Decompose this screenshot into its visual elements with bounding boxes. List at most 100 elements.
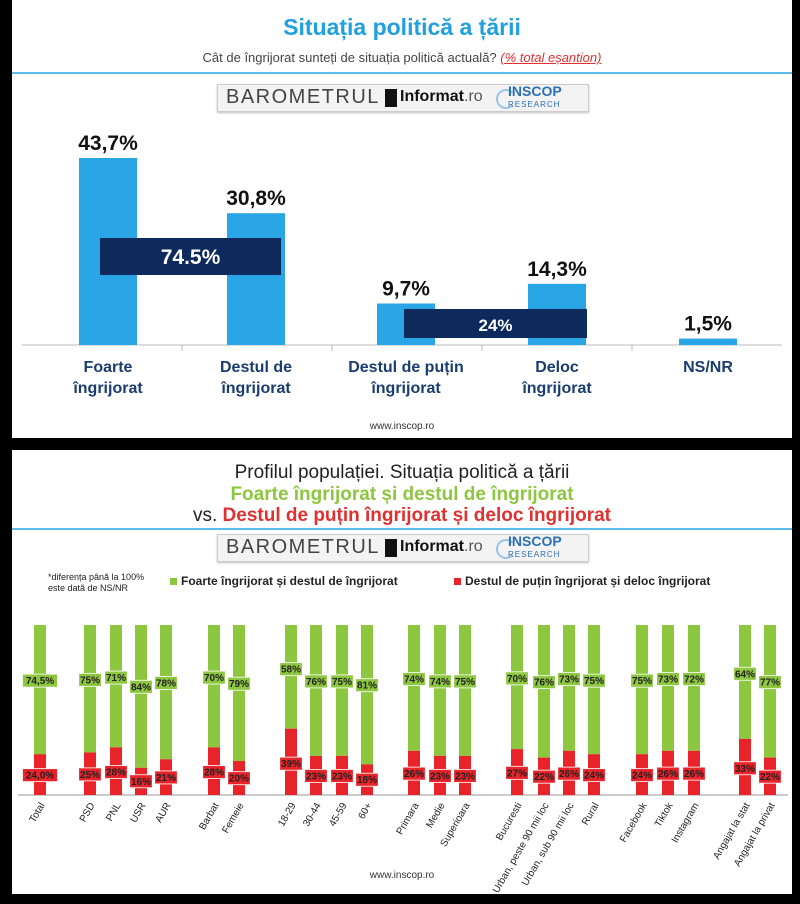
category-label: Medie xyxy=(424,801,447,830)
red-value-label: 26% xyxy=(559,769,579,780)
category-label: Barbat xyxy=(197,801,221,832)
green-value-label: 73% xyxy=(658,675,678,686)
bar-green-7 xyxy=(285,625,297,729)
label-box-red xyxy=(202,765,226,779)
profile-line-green: Foarte îngrijorat și destul de îngrijora… xyxy=(230,484,574,505)
label-box-red xyxy=(279,756,303,771)
informat-logo-icon xyxy=(385,89,397,107)
barometrul-logo: BAROMETRUL xyxy=(226,86,380,108)
label-box-green xyxy=(505,671,529,686)
red-value-label: 23% xyxy=(306,771,326,782)
bar-green-3 xyxy=(135,625,147,768)
bar-green-5 xyxy=(208,625,220,748)
category-label: PNL xyxy=(104,801,123,824)
category-label: Facebook xyxy=(618,800,650,844)
category-label: Destul de puțin xyxy=(348,359,464,376)
inscop-logo-text: INSCOP xyxy=(508,83,562,99)
bar-green-6 xyxy=(233,625,245,761)
top-subtitle-note: (% total eșantion) xyxy=(500,50,602,65)
green-value-label: 75% xyxy=(332,677,352,688)
green-value-label: 70% xyxy=(507,674,527,685)
bar-green-21 xyxy=(739,625,751,739)
group-label-concerned: 74.5% xyxy=(161,246,221,269)
green-value-label: 78% xyxy=(156,678,176,689)
label-box-green xyxy=(532,675,556,690)
green-value-label: 76% xyxy=(534,678,554,689)
profile-title: Profilul populației. Situația politică a… xyxy=(234,462,570,483)
legend-red-label: Destul de puțin îngrijorat și deloc îngr… xyxy=(465,574,711,588)
bar-green-16 xyxy=(563,625,575,751)
red-value-label: 23% xyxy=(332,771,352,782)
category-label: Total xyxy=(28,801,48,825)
label-box-green xyxy=(453,674,477,689)
label-box-green xyxy=(758,675,782,690)
label-box-red xyxy=(733,761,757,776)
category-label: 18-29 xyxy=(276,801,299,829)
label-box-green xyxy=(104,670,128,685)
category-label: Tiktok xyxy=(653,800,676,829)
label-box-red xyxy=(304,769,328,783)
top-footer-url[interactable]: www.inscop.ro xyxy=(369,421,435,432)
label-box-green xyxy=(656,672,680,687)
legend-red-swatch xyxy=(454,578,461,586)
bar-1 xyxy=(227,213,285,345)
red-value-label: 23% xyxy=(455,771,475,782)
informat-logo-icon xyxy=(385,539,397,557)
category-label: AUR xyxy=(154,801,174,825)
bottom-footer-url[interactable]: www.inscop.ro xyxy=(369,870,435,881)
green-value-label: 75% xyxy=(80,675,100,686)
red-value-label: 18% xyxy=(357,775,377,786)
bar-green-10 xyxy=(361,625,373,765)
red-value-label: 24% xyxy=(632,771,652,782)
red-value-label: 28% xyxy=(204,768,224,779)
green-value-label: 75% xyxy=(455,677,475,688)
label-box-red xyxy=(78,767,102,782)
label-box-red xyxy=(428,769,452,783)
green-value-label: 72% xyxy=(684,675,704,686)
legend-green-label: Foarte îngrijorat și destul de îngrijora… xyxy=(181,574,398,588)
informat-logo-text: Informat xyxy=(400,538,464,555)
inscop-logo: INSCOP RESEARCH xyxy=(508,534,562,561)
stacked-bar-chart: 74,5% 24,0% Total 75% 25% PSD 71% 28% PNL 84% 16% U… xyxy=(18,625,788,894)
red-value-label: 26% xyxy=(684,769,704,780)
informat-logo: Informat.ro xyxy=(400,88,483,106)
category-label: îngrijorat xyxy=(370,380,441,397)
red-value-label: 28% xyxy=(106,768,126,779)
inscop-logo-sub: RESEARCH xyxy=(508,550,561,559)
label-box-red xyxy=(532,769,556,784)
top-title: Situația politică a țării xyxy=(283,14,521,40)
top-separator xyxy=(12,72,792,74)
informat-logo: Informat.ro xyxy=(400,538,483,556)
red-value-label: 20% xyxy=(229,774,249,785)
legend-red: Destul de puțin îngrijorat și deloc îngr… xyxy=(454,574,710,588)
bar-green-13 xyxy=(459,625,471,756)
label-box-red xyxy=(129,774,153,789)
category-label: îngrijorat xyxy=(521,380,592,397)
label-box-green xyxy=(428,674,452,689)
green-value-label: 71% xyxy=(106,673,126,684)
red-value-label: 16% xyxy=(131,777,151,788)
label-box-red xyxy=(402,766,426,781)
red-value-label: 26% xyxy=(658,769,678,780)
informat-logo-text: Informat xyxy=(400,88,464,105)
top-logo-banner: BAROMETRUL Informat.ro INSCOP RESEARCH xyxy=(217,84,589,112)
category-label: NS/NR xyxy=(683,359,733,376)
bar-green-20 xyxy=(688,625,700,751)
bottom-logo-banner: BAROMETRUL Informat.ro INSCOP RESEARCH xyxy=(217,534,589,562)
green-value-label: 74% xyxy=(430,677,450,688)
red-value-label: 27% xyxy=(507,768,527,779)
category-label: Foarte xyxy=(84,359,133,376)
red-value-label: 22% xyxy=(760,772,780,783)
nsnr-note: *diferența până la 100% este dată de NS/… xyxy=(48,572,145,593)
label-box-red xyxy=(22,768,58,783)
group-box-concerned xyxy=(100,238,281,275)
green-value-label: 79% xyxy=(229,679,249,690)
category-label: PSD xyxy=(78,801,98,824)
bar-value-label: 30,8% xyxy=(226,187,286,210)
bar-green-0 xyxy=(34,625,46,755)
label-box-green xyxy=(582,673,606,688)
bar-value-label: 43,7% xyxy=(78,132,138,155)
red-value-label: 39% xyxy=(281,759,301,770)
label-box-red xyxy=(505,765,529,780)
red-value-label: 33% xyxy=(735,764,755,775)
